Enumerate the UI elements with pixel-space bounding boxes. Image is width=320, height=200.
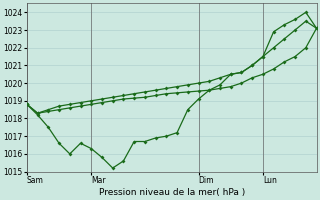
X-axis label: Pression niveau de la mer( hPa ): Pression niveau de la mer( hPa ) bbox=[99, 188, 245, 197]
